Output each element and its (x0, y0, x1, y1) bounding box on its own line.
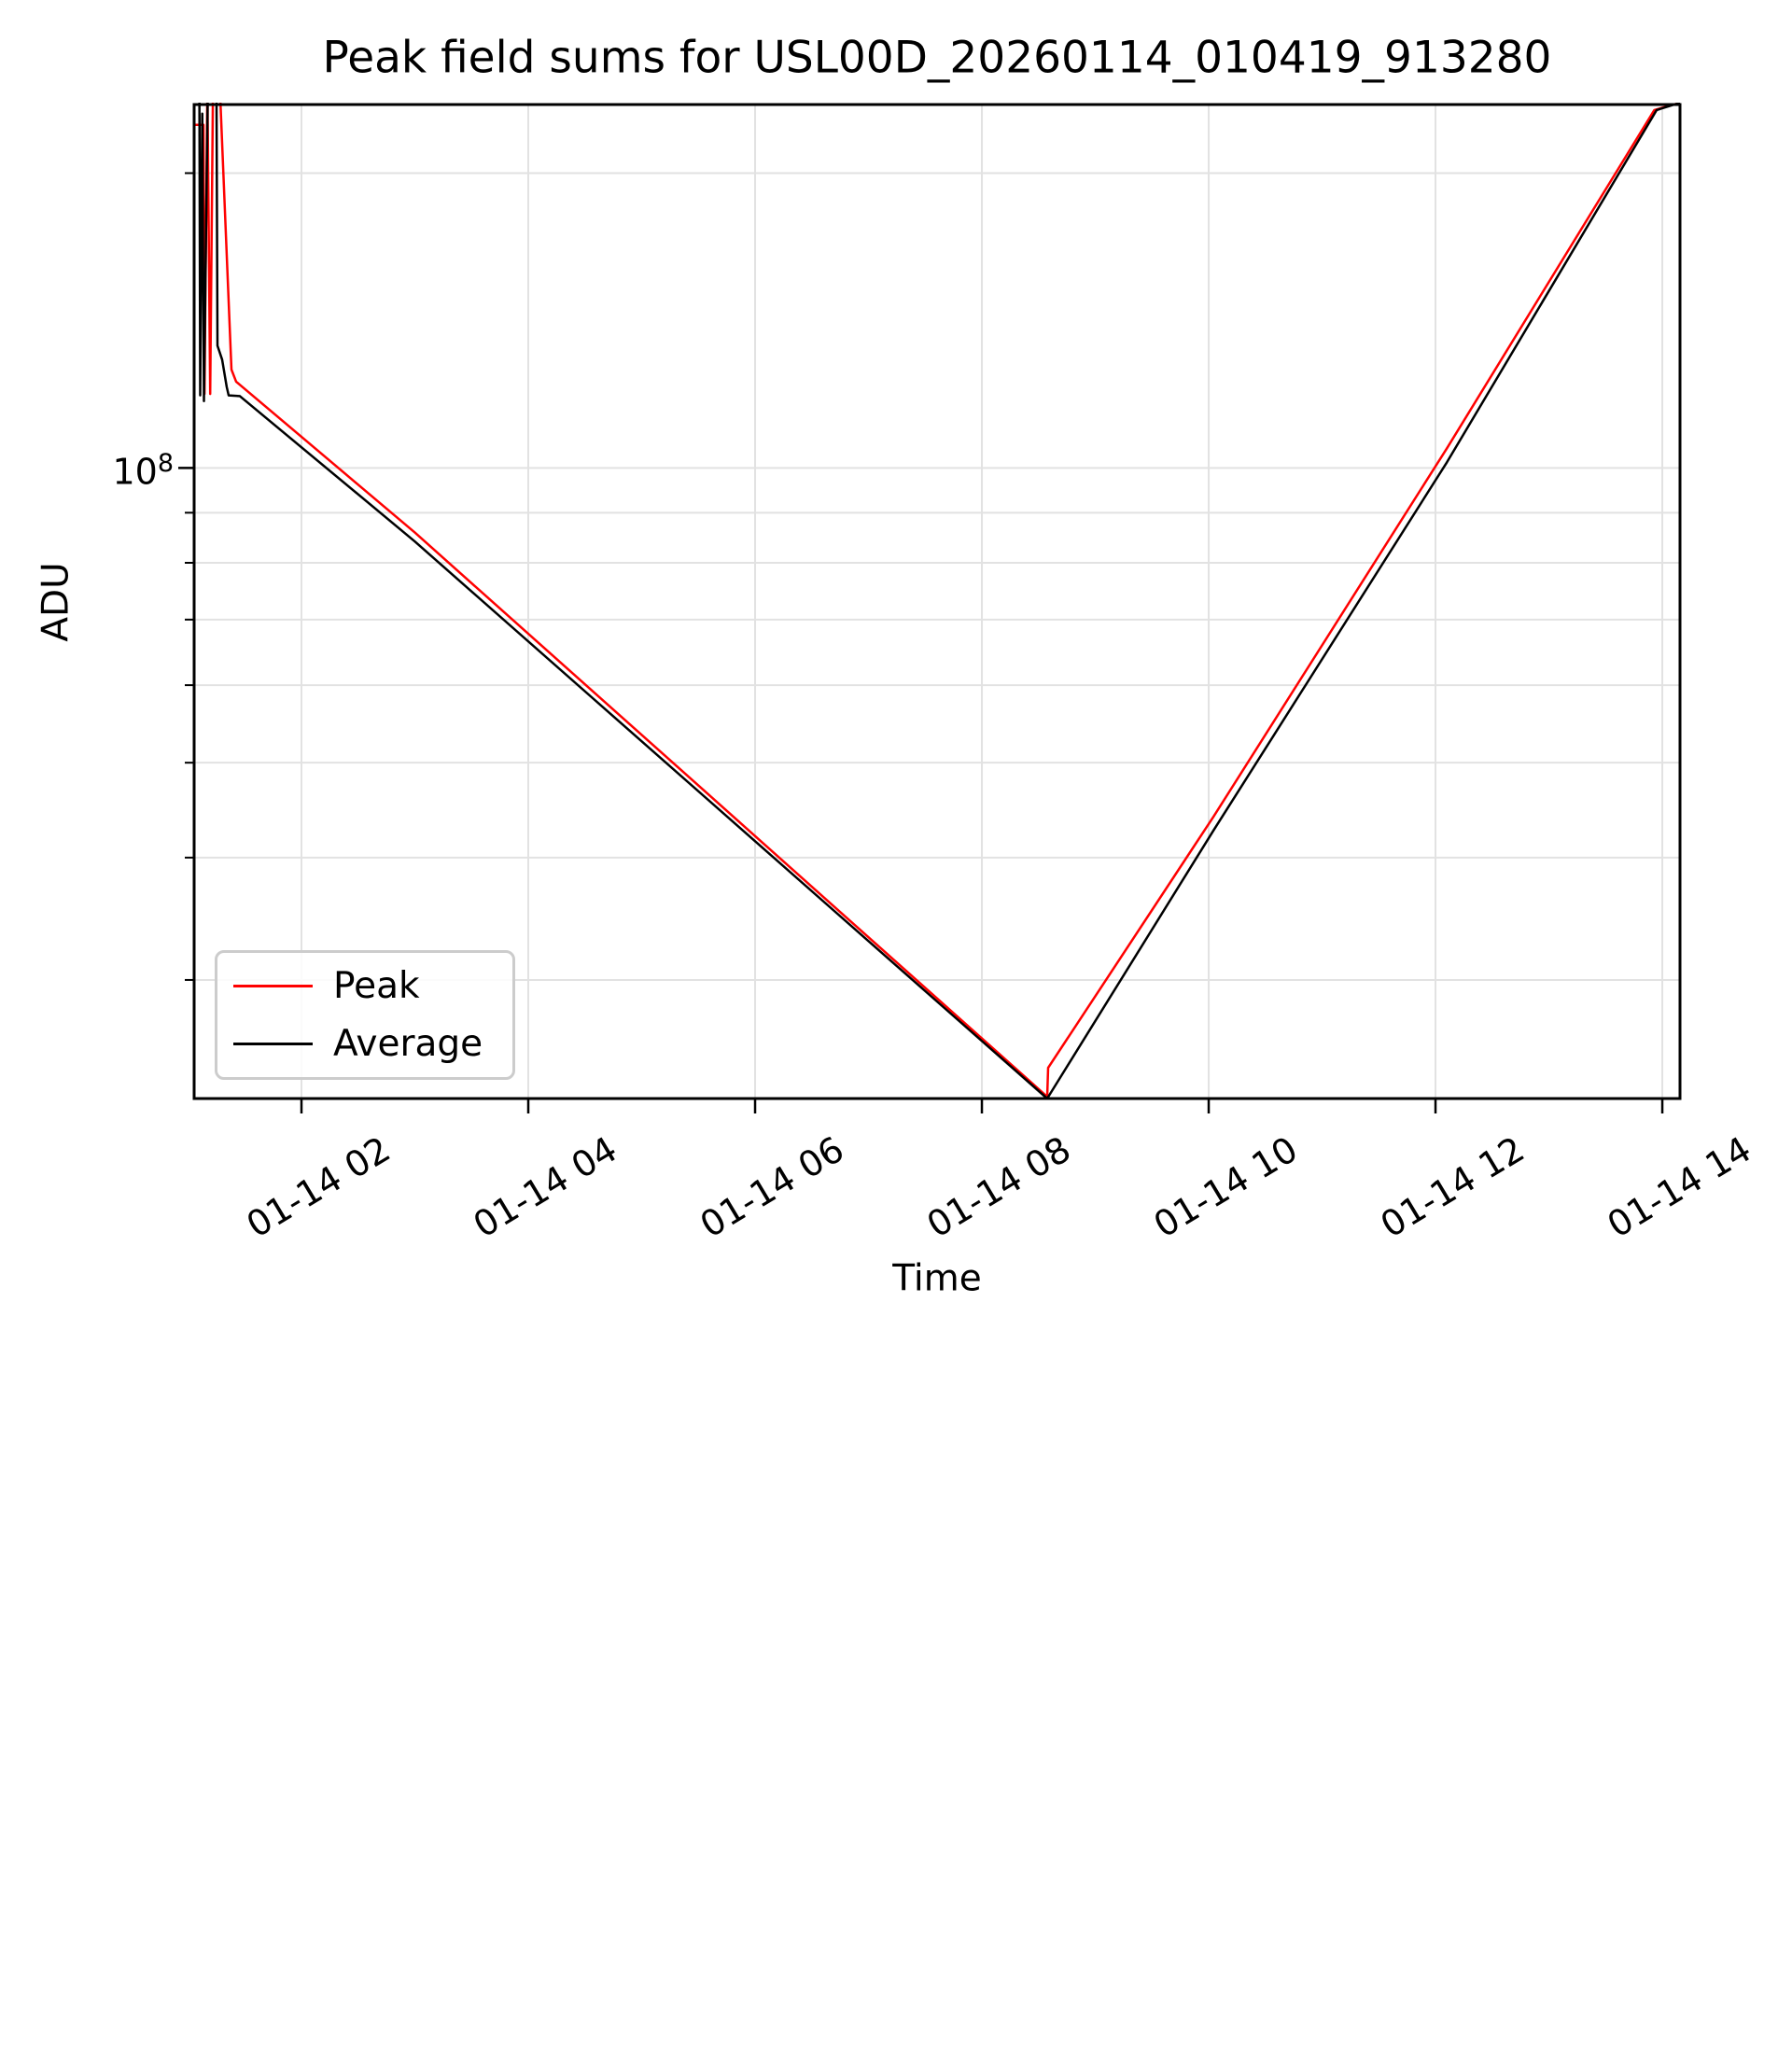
y-tick-label: 108 (0, 443, 174, 493)
average-line (198, 103, 1681, 1100)
legend: Peak Average (215, 950, 515, 1080)
y-axis-label: ADU (35, 562, 77, 642)
plot-area (178, 103, 1682, 1113)
y-tick-exponent: 8 (157, 449, 174, 478)
legend-entry: Average (233, 1022, 512, 1067)
y-tick-base: 10 (112, 451, 158, 493)
x-axis-label: Time (892, 1257, 982, 1300)
legend-entry: Peak (233, 964, 512, 1009)
figure: Peak field sums for USL00D_20260114_0104… (0, 32, 1758, 1300)
chart-title: Peak field sums for USL00D_20260114_0104… (322, 32, 1552, 84)
plot-border (192, 103, 1682, 1100)
legend-line-sample (233, 1043, 313, 1045)
peak-line (194, 103, 1681, 1099)
legend-label: Average (333, 1022, 483, 1065)
legend-line-sample (233, 985, 313, 987)
legend-label: Peak (333, 964, 420, 1007)
